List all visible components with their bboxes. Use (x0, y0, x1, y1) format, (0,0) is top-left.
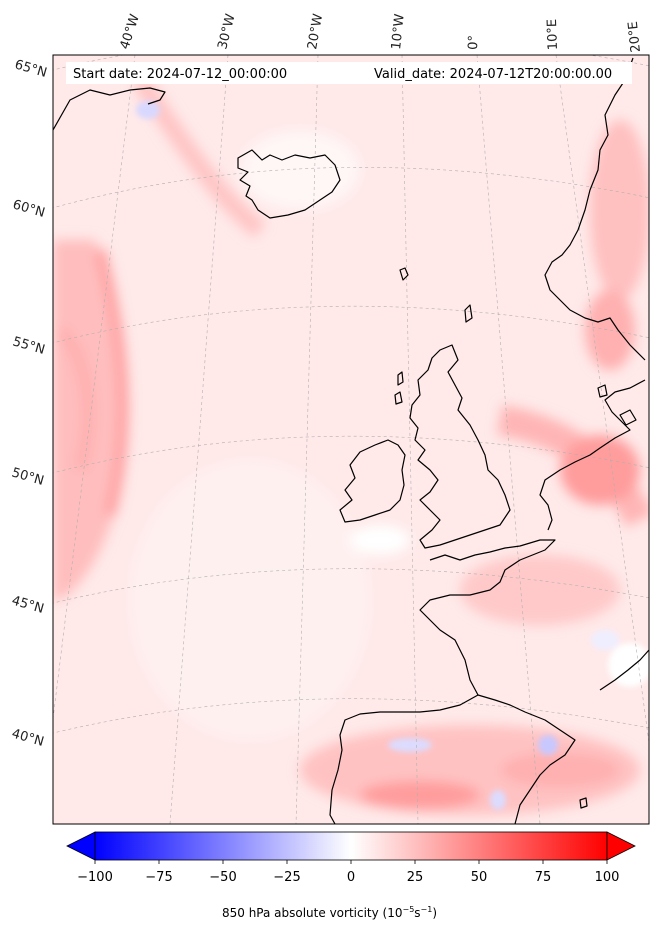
lon-label-30w: 30°W (215, 12, 238, 51)
baltic-islands (597, 384, 637, 426)
start-date-label: Start date: 2024-07-12_00:00:00 (73, 67, 287, 82)
colorbar-gradient (95, 832, 607, 860)
iceland-coast (237, 149, 341, 219)
lon-label-10w: 10°W (389, 13, 408, 50)
vorticity-field-shading (53, 75, 649, 815)
france-coast (419, 539, 556, 696)
lon-label-40w: 40°W (118, 12, 143, 51)
colorbar-tick-label: 100 (595, 870, 620, 885)
negative-vorticity-patches (136, 101, 649, 810)
colorbar-tick-label: −100 (77, 870, 113, 885)
colorbar-tick-label: 25 (407, 870, 424, 885)
lon-label-20e: 20°E (626, 20, 644, 53)
iberia-med-coast (477, 694, 576, 824)
coastlines (53, 57, 649, 824)
colorbar-title: 850 hPa absolute vorticity (10−5s−1) (221, 905, 438, 920)
spain-coast (329, 694, 479, 824)
lon-label-0: 0° (466, 35, 482, 50)
lon-label-20w: 20°W (305, 13, 326, 51)
colorbar-tick-label: 0 (347, 870, 355, 885)
colorbar-max-extend-arrow (606, 831, 636, 861)
southern-france-coast (599, 649, 649, 691)
hebrides (394, 371, 404, 405)
lat-label-65n: 65°N (13, 57, 49, 80)
sweden-denmark-coast (539, 379, 646, 531)
ireland-coast (339, 439, 406, 523)
colorbar-tick-label: −50 (209, 870, 236, 885)
greenland-coast (53, 87, 166, 131)
lon-label-10e: 10°E (545, 19, 561, 51)
map-frame (52, 54, 650, 825)
valid-date-label: Valid_date: 2024-07-12T20:00:00.00 (374, 67, 612, 82)
header-background (66, 62, 632, 84)
lat-label-50n: 50°N (10, 465, 46, 488)
britain-coast (409, 344, 511, 549)
latitude-labels: 65°N 60°N 55°N 50°N 45°N 40°N (10, 57, 49, 749)
graticule (53, 55, 649, 824)
lat-label-40n: 40°N (10, 726, 46, 749)
colorbar-tick-label: −75 (145, 870, 172, 885)
longitude-labels: 40°W 30°W 20°W 10°W 0° 10°E 20°E (118, 12, 644, 53)
lat-label-60n: 60°N (11, 197, 47, 220)
sardinia-balearic (579, 797, 588, 809)
colorbar-tick-label: 75 (535, 870, 552, 885)
lat-label-55n: 55°N (11, 334, 47, 357)
colorbar: −100 −75 −50 −25 0 25 50 75 100 (66, 831, 636, 885)
map-panel: Start date: 2024-07-12_00:00:00 Valid_da… (10, 12, 650, 825)
faroe-shetland-isles (399, 267, 473, 323)
colorbar-tick-label: 50 (471, 870, 488, 885)
colorbar-ticks: −100 −75 −50 −25 0 25 50 75 100 (77, 860, 619, 885)
colorbar-tick-label: −25 (273, 870, 300, 885)
lat-label-45n: 45°N (10, 593, 46, 616)
norway-coast (544, 57, 646, 361)
colorbar-min-extend-arrow (66, 831, 96, 861)
